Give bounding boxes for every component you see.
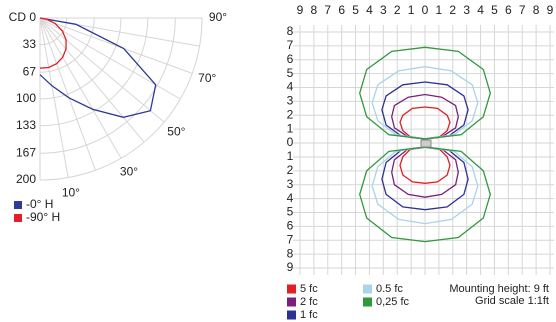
grid-spoke [39,17,69,178]
isofootcandle-contour [359,146,491,243]
x-tick-label: 2 [449,3,456,17]
theta-tick-label: 10° [62,185,80,199]
legend-swatch [14,201,22,209]
r-tick-label: 133 [16,118,36,132]
isofootcandle-contour [371,146,479,225]
x-tick-label: 3 [380,3,387,17]
theta-tick-label: 50° [167,125,185,139]
isofootcandle-contour [399,146,451,184]
x-tick-label: 7 [519,3,526,17]
y-tick-label: 3 [287,177,294,191]
y-tick-label: 1 [287,149,294,163]
x-tick-label: 9 [297,3,304,17]
x-tick-label: 8 [311,3,318,17]
theta-tick-label: 30° [120,164,138,178]
x-tick-label: 5 [491,3,498,17]
r-tick-label: 167 [16,145,36,159]
grid-spoke [39,17,193,74]
y-tick-label: 6 [287,219,294,233]
y-tick-label: 1 [287,121,294,135]
legend-swatch [14,214,22,222]
r-tick-label: 67 [23,64,37,78]
grid-spoke [39,17,96,171]
x-tick-label: 7 [324,3,331,17]
x-tick-label: 5 [352,3,359,17]
y-tick-label: 4 [287,80,294,94]
legend-label: 2 fc [300,296,318,308]
legend-label: 5 fc [300,283,318,295]
x-tick-label: 6 [338,3,345,17]
isofootcandle-contour [391,146,459,198]
x-tick-label: 9 [547,3,554,17]
legend-swatch [363,297,372,307]
x-tick-label: 1 [436,3,443,17]
y-tick-label: 5 [287,66,294,80]
grid-spoke [39,17,145,143]
y-tick-label: 2 [287,107,294,121]
legend-label: 1 fc [300,309,318,321]
x-tick-label: 8 [533,3,540,17]
y-tick-label: 2 [287,163,294,177]
grid-arc [39,17,203,181]
fixture [420,139,432,148]
r-tick-label: 200 [16,172,36,186]
x-tick-label: 4 [477,3,484,17]
grid-spoke [39,17,165,123]
x-tick-label: 3 [463,3,470,17]
legend-swatch [287,310,296,320]
legend-swatch [287,284,296,294]
note: Mounting height: 9 ft [449,283,549,295]
isofootcandle-contour [359,46,491,140]
legend-swatch [287,297,296,307]
isofootcandle-contour [381,146,469,211]
legend-swatch [363,284,372,294]
isofootcandle-contour [391,93,459,140]
y-tick-label: 7 [287,38,294,52]
grid-arc [39,17,95,73]
grid-arc [39,17,149,127]
grid-spoke [39,17,122,159]
r-tick-label: CD 0 [9,10,37,24]
grid-arc [39,17,122,100]
y-tick-label: 0 [287,135,294,149]
isofootcandle-contour [381,81,469,140]
y-tick-label: 7 [287,232,294,246]
y-tick-label: 4 [287,191,294,205]
x-tick-label: 6 [505,3,512,17]
x-tick-label: 0 [422,3,429,17]
theta-tick-label: 70° [198,71,216,85]
r-tick-label: 33 [23,37,37,51]
isofootcandle-contour [399,106,451,140]
y-tick-label: 3 [287,94,294,108]
y-tick-label: 8 [287,24,294,38]
candela-curve [39,17,67,69]
grid-spoke [39,17,181,100]
y-tick-label: 8 [287,246,294,260]
x-tick-label: 2 [394,3,401,17]
legend-label: 0,25 fc [376,296,410,308]
x-tick-label: 4 [366,3,373,17]
isofootcandle-contour [371,66,479,140]
y-tick-label: 6 [287,52,294,66]
candela-curve [39,17,157,118]
legend-label: -0° H [26,197,53,211]
y-tick-label: 9 [287,260,294,274]
note: Grid scale 1:1ft [475,295,549,307]
r-tick-label: 100 [16,91,36,105]
legend-label: -90° H [26,210,60,224]
y-tick-label: 5 [287,205,294,219]
legend-label: 0.5 fc [376,283,403,295]
x-tick-label: 1 [408,3,415,17]
theta-tick-label: 90° [209,10,227,24]
